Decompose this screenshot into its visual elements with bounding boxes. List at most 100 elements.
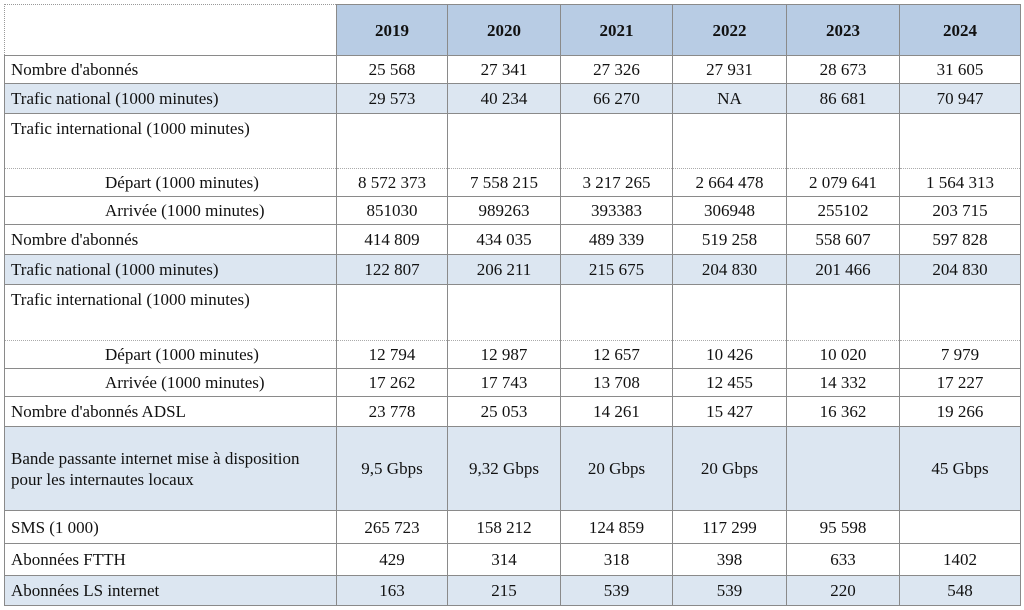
- value-cell: 3 217 265: [560, 168, 673, 197]
- value-cell: 206 211: [447, 254, 561, 285]
- value-cell: 23 778: [336, 396, 448, 427]
- value-cell: 398: [672, 543, 787, 576]
- table-row: Nombre d'abonnés 25 568 27 341 27 326 27 931…: [4, 55, 1021, 84]
- value-cell: 314: [447, 543, 561, 576]
- value-cell: 597 828: [899, 224, 1021, 255]
- value-cell: 15 427: [672, 396, 787, 427]
- value-cell: 66 270: [560, 83, 673, 114]
- column-header: 2020: [447, 4, 561, 56]
- value-cell: 414 809: [336, 224, 448, 255]
- value-cell: 8 572 373: [336, 168, 448, 197]
- value-cell: [672, 113, 787, 169]
- value-cell: 519 258: [672, 224, 787, 255]
- row-label: Nombre d'abonnés: [4, 55, 337, 84]
- value-cell: [336, 113, 448, 169]
- value-cell: 95 598: [786, 510, 900, 544]
- value-cell: 203 715: [899, 196, 1021, 225]
- value-cell: 633: [786, 543, 900, 576]
- row-label: Arrivée (1000 minutes): [4, 196, 337, 225]
- corner-cell: [4, 4, 337, 56]
- value-cell: 255102: [786, 196, 900, 225]
- value-cell: 25 053: [447, 396, 561, 427]
- value-cell: 215: [447, 575, 561, 606]
- table-row: SMS (1 000) 265 723 158 212 124 859 117 299 9…: [4, 510, 1021, 544]
- column-header: 2019: [336, 4, 448, 56]
- value-cell: [899, 284, 1021, 341]
- row-label: Abonnées LS internet: [4, 575, 337, 606]
- value-cell: [786, 113, 900, 169]
- value-cell: 2 079 641: [786, 168, 900, 197]
- value-cell: 117 299: [672, 510, 787, 544]
- value-cell: [447, 284, 561, 341]
- value-cell: [560, 284, 673, 341]
- value-cell: 40 234: [447, 83, 561, 114]
- value-cell: 2 664 478: [672, 168, 787, 197]
- value-cell: 10 020: [786, 340, 900, 369]
- value-cell: NA: [672, 83, 787, 114]
- value-cell: 9,32 Gbps: [447, 426, 561, 511]
- value-cell: 27 931: [672, 55, 787, 84]
- table-row: Abonnées FTTH 429 314 318 398 633 1402: [4, 543, 1021, 576]
- value-cell: 12 455: [672, 368, 787, 397]
- table-row: Arrivée (1000 minutes) 17 262 17 743 13 708…: [4, 368, 1021, 397]
- value-cell: 12 657: [560, 340, 673, 369]
- value-cell: [447, 113, 561, 169]
- value-cell: 122 807: [336, 254, 448, 285]
- value-cell: 539: [560, 575, 673, 606]
- value-cell: 434 035: [447, 224, 561, 255]
- value-cell: 851030: [336, 196, 448, 225]
- row-label: SMS (1 000): [4, 510, 337, 544]
- value-cell: 19 266: [899, 396, 1021, 427]
- value-cell: 13 708: [560, 368, 673, 397]
- value-cell: 20 Gbps: [672, 426, 787, 511]
- row-label: Nombre d'abonnés: [4, 224, 337, 255]
- value-cell: 220: [786, 575, 900, 606]
- value-cell: 9,5 Gbps: [336, 426, 448, 511]
- value-cell: [899, 113, 1021, 169]
- value-cell: 17 227: [899, 368, 1021, 397]
- value-cell: 393383: [560, 196, 673, 225]
- table-row: Départ (1000 minutes) 8 572 373 7 558 215 3…: [4, 168, 1021, 197]
- table-row: Trafic national (1000 minutes) 122 807 206…: [4, 254, 1021, 285]
- value-cell: 215 675: [560, 254, 673, 285]
- value-cell: 28 673: [786, 55, 900, 84]
- value-cell: 158 212: [447, 510, 561, 544]
- value-cell: 558 607: [786, 224, 900, 255]
- row-label: Arrivée (1000 minutes): [4, 368, 337, 397]
- value-cell: 163: [336, 575, 448, 606]
- value-cell: 489 339: [560, 224, 673, 255]
- value-cell: [672, 284, 787, 341]
- row-label: Bande passante internet mise à dispositi…: [4, 426, 337, 511]
- data-table: 2019 2020 2021 2022 2023 2024 Nombre d'abonné…: [4, 4, 1021, 606]
- table-row: Départ (1000 minutes) 12 794 12 987 12 657 1…: [4, 340, 1021, 369]
- value-cell: 45 Gbps: [899, 426, 1021, 511]
- value-cell: 17 743: [447, 368, 561, 397]
- value-cell: 14 332: [786, 368, 900, 397]
- value-cell: 548: [899, 575, 1021, 606]
- table-row: Trafic international (1000 minutes): [4, 113, 1021, 169]
- column-header: 2023: [786, 4, 900, 56]
- column-header: 2022: [672, 4, 787, 56]
- value-cell: 1 564 313: [899, 168, 1021, 197]
- value-cell: 29 573: [336, 83, 448, 114]
- value-cell: [899, 510, 1021, 544]
- table-row: Nombre d'abonnés ADSL 23 778 25 053 14 261 1…: [4, 396, 1021, 427]
- value-cell: 429: [336, 543, 448, 576]
- value-cell: 12 987: [447, 340, 561, 369]
- row-label: Abonnées FTTH: [4, 543, 337, 576]
- value-cell: 20 Gbps: [560, 426, 673, 511]
- value-cell: [786, 426, 900, 511]
- row-label: Nombre d'abonnés ADSL: [4, 396, 337, 427]
- value-cell: 27 326: [560, 55, 673, 84]
- value-cell: 201 466: [786, 254, 900, 285]
- value-cell: 86 681: [786, 83, 900, 114]
- table-row: Arrivée (1000 minutes) 851030 989263 393383…: [4, 196, 1021, 225]
- value-cell: 1402: [899, 543, 1021, 576]
- value-cell: 7 979: [899, 340, 1021, 369]
- row-label: Trafic international (1000 minutes): [4, 113, 337, 169]
- row-label: Départ (1000 minutes): [4, 168, 337, 197]
- value-cell: [560, 113, 673, 169]
- value-cell: 124 859: [560, 510, 673, 544]
- value-cell: [336, 284, 448, 341]
